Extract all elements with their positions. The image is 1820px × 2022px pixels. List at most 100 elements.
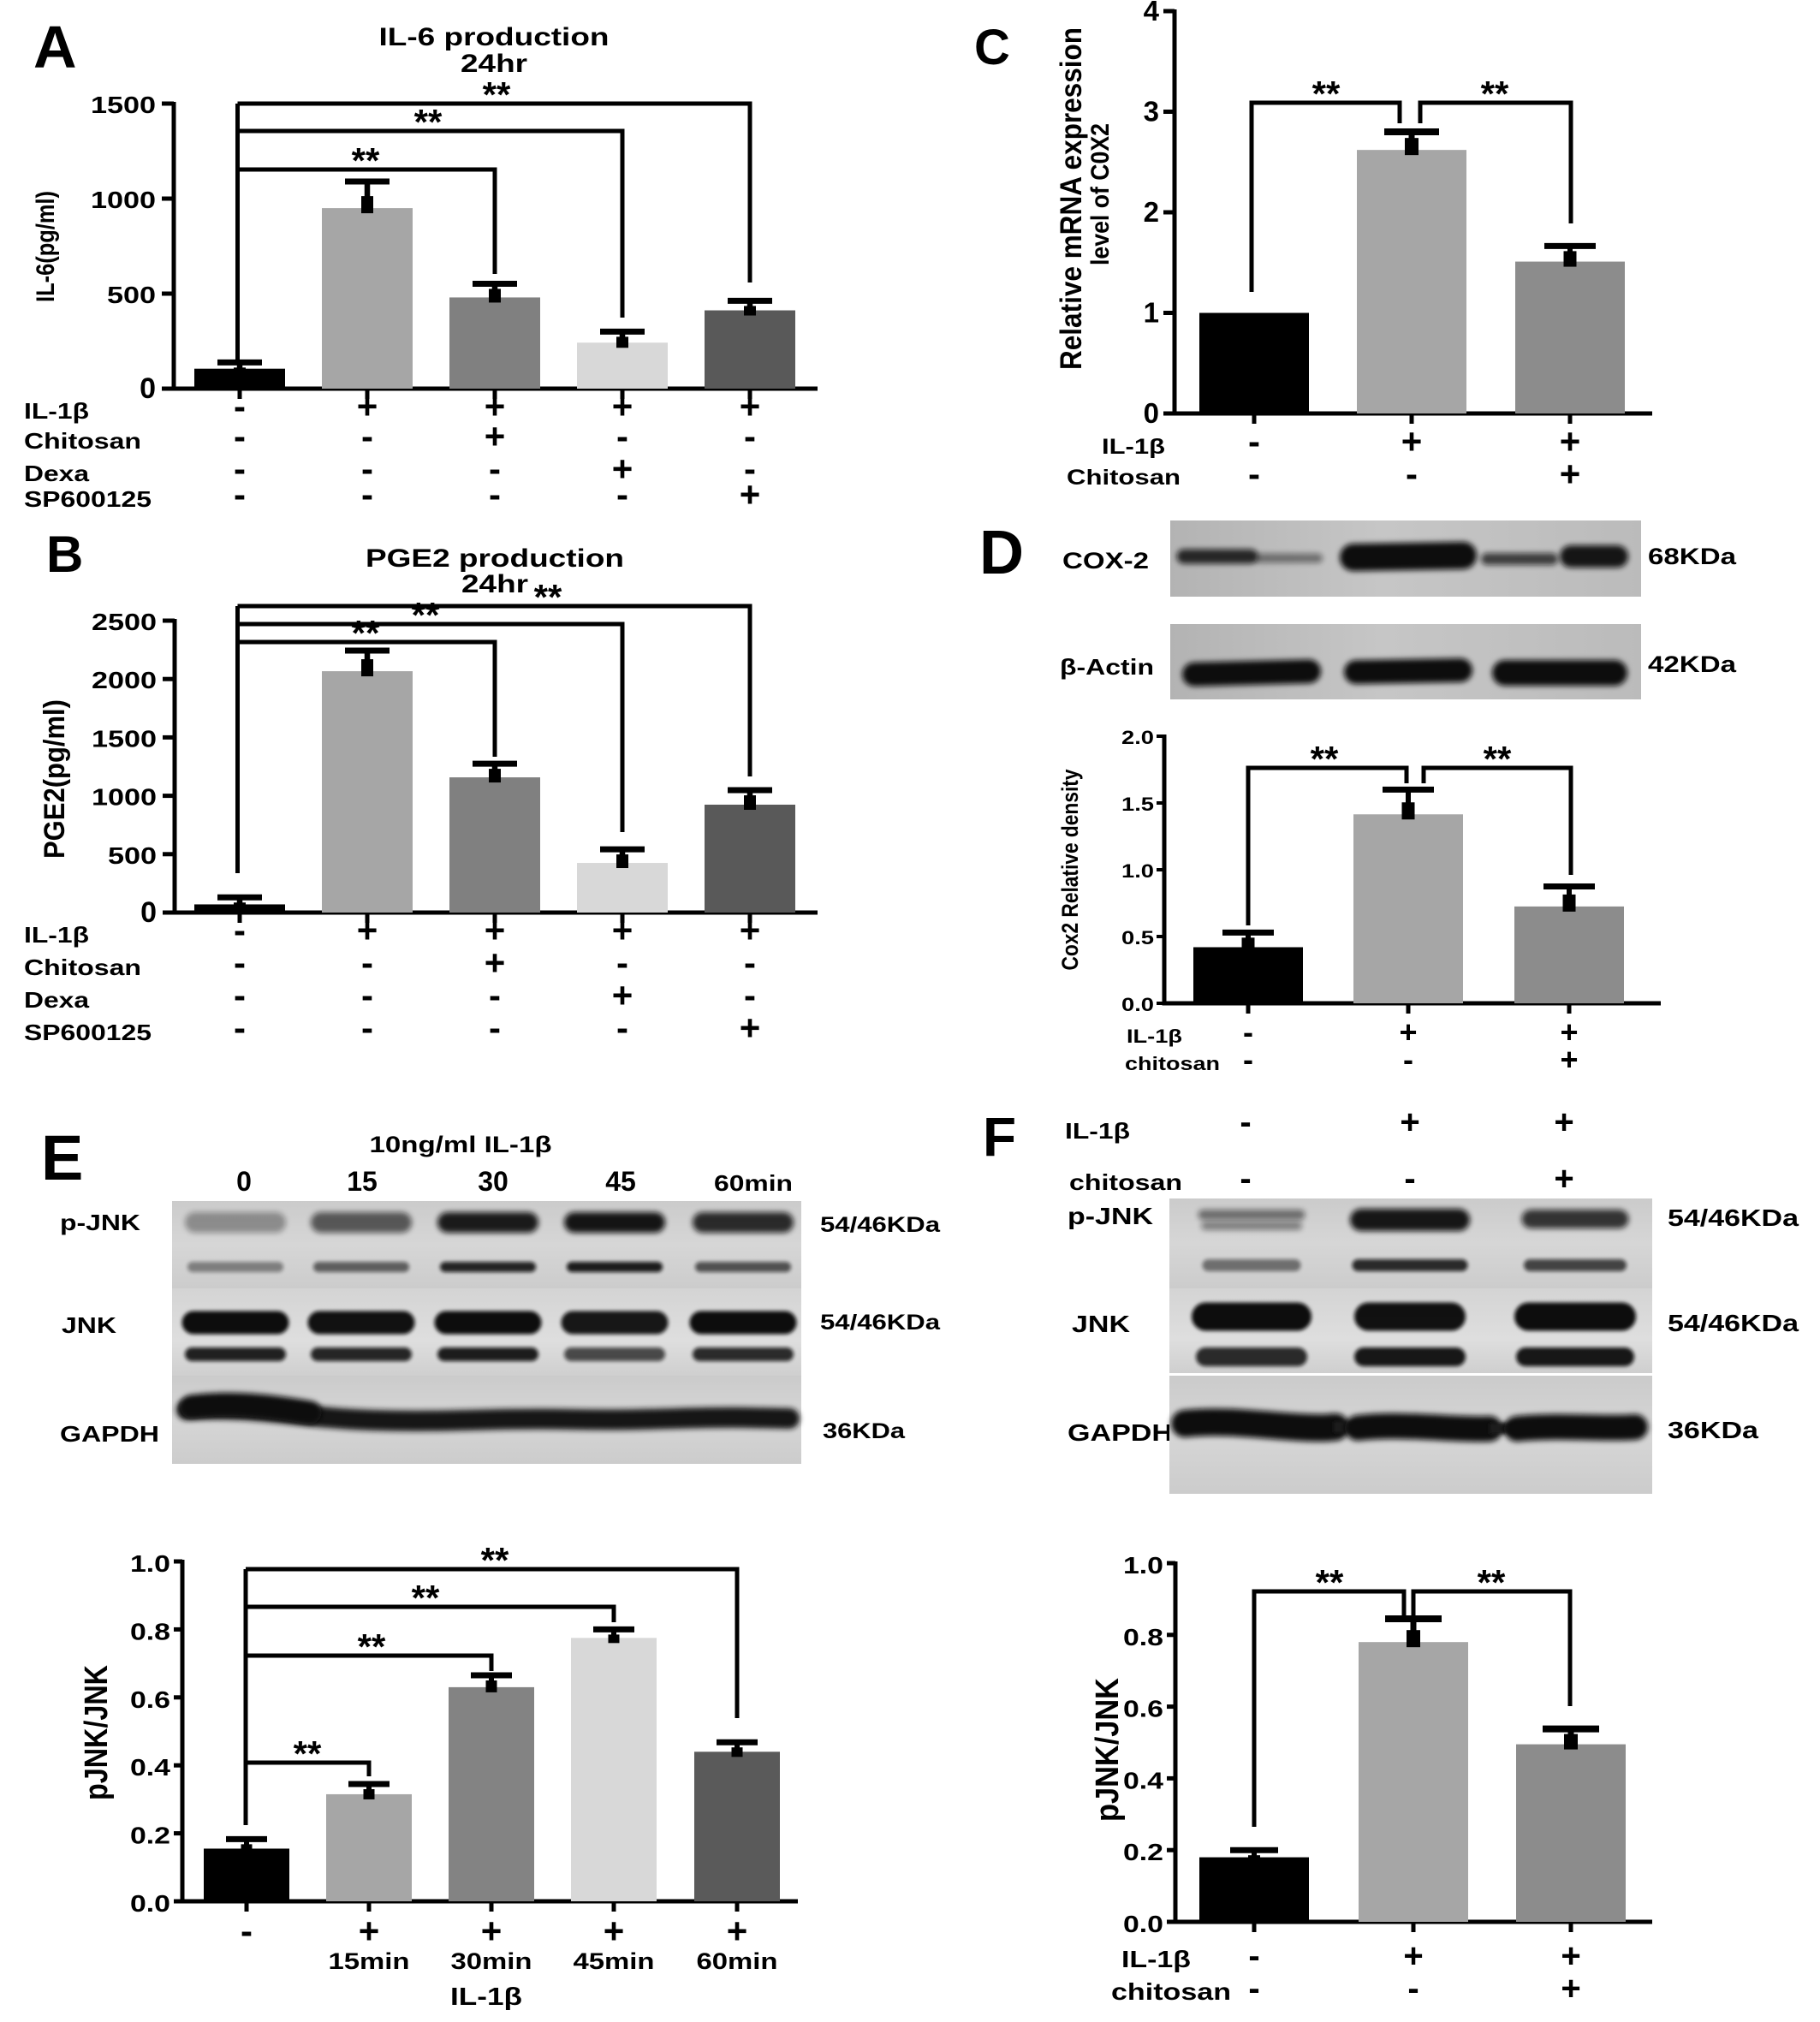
svg-text:chitosan: chitosan <box>1111 1978 1231 2005</box>
svg-text:54/46KDa: 54/46KDa <box>820 1311 941 1335</box>
svg-text:15min: 15min <box>329 1948 410 1974</box>
svg-text:-: - <box>744 943 756 983</box>
svg-text:0.0: 0.0 <box>1121 994 1154 1015</box>
svg-text:SP600125: SP600125 <box>24 486 152 512</box>
svg-text:0.6: 0.6 <box>130 1686 170 1713</box>
svg-text:-: - <box>489 975 501 1015</box>
svg-text:PGE2 production: PGE2 production <box>366 544 624 573</box>
svg-text:1.5: 1.5 <box>1121 794 1154 815</box>
svg-text:-: - <box>234 1008 246 1048</box>
svg-text:Chitosan: Chitosan <box>1067 466 1181 490</box>
svg-text:-: - <box>234 910 246 950</box>
svg-text:-: - <box>361 1008 373 1048</box>
svg-text:1000: 1000 <box>91 187 156 213</box>
svg-text:45min: 45min <box>574 1948 655 1974</box>
svg-text:+: + <box>359 1911 380 1951</box>
svg-text:-: - <box>616 416 628 456</box>
svg-text:-: - <box>1243 1042 1253 1077</box>
svg-text:β-Actin: β-Actin <box>1060 654 1154 680</box>
svg-text:2500: 2500 <box>92 609 157 635</box>
svg-text:Chitosan: Chitosan <box>24 428 141 454</box>
svg-text:GAPDH: GAPDH <box>1068 1419 1173 1446</box>
svg-text:+: + <box>612 910 633 950</box>
svg-text:0.5: 0.5 <box>1121 927 1154 949</box>
svg-text:IL-6(pg/ml): IL-6(pg/ml) <box>32 191 60 302</box>
svg-text:Chitosan: Chitosan <box>24 955 141 980</box>
svg-text:4: 4 <box>1144 0 1160 27</box>
svg-text:-: - <box>361 943 373 983</box>
svg-text:**: ** <box>412 595 440 635</box>
svg-text:**: ** <box>358 1627 386 1667</box>
svg-text:**: ** <box>534 577 562 617</box>
svg-text:**: ** <box>414 102 443 142</box>
svg-text:500: 500 <box>107 282 156 308</box>
svg-text:-: - <box>1248 1937 1259 1975</box>
svg-text:-: - <box>1406 454 1418 494</box>
svg-text:68KDa: 68KDa <box>1648 544 1737 569</box>
svg-text:F: F <box>983 1106 1016 1168</box>
svg-text:3: 3 <box>1144 96 1159 128</box>
svg-text:1.0: 1.0 <box>1121 860 1154 882</box>
svg-text:-: - <box>234 474 246 514</box>
svg-text:+: + <box>481 1911 503 1951</box>
svg-text:E: E <box>41 1122 83 1193</box>
svg-text:-: - <box>489 1008 501 1048</box>
svg-text:-: - <box>234 416 246 456</box>
svg-text:+: + <box>485 910 506 950</box>
svg-text:-: - <box>1407 1970 1419 2007</box>
svg-text:0.0: 0.0 <box>130 1890 170 1917</box>
svg-text:-: - <box>616 943 628 983</box>
svg-text:-: - <box>241 1911 253 1951</box>
svg-text:30: 30 <box>478 1166 509 1197</box>
svg-text:60min: 60min <box>714 1170 793 1196</box>
svg-text:**: ** <box>412 1578 440 1618</box>
svg-text:36KDa: 36KDa <box>823 1419 906 1443</box>
svg-text:+: + <box>612 449 633 489</box>
svg-text:1500: 1500 <box>91 92 156 118</box>
svg-text:42KDa: 42KDa <box>1648 651 1737 677</box>
svg-text:+: + <box>740 1008 761 1048</box>
svg-text:-: - <box>361 975 373 1015</box>
svg-text:54/46KDa: 54/46KDa <box>1668 1310 1799 1336</box>
svg-text:2000: 2000 <box>92 667 157 693</box>
svg-text:+: + <box>740 386 761 426</box>
svg-text:-: - <box>1240 1103 1251 1141</box>
svg-text:-: - <box>489 449 501 489</box>
svg-text:level of C0X2: level of C0X2 <box>1086 123 1115 265</box>
svg-text:0.0: 0.0 <box>1123 1911 1163 1937</box>
svg-text:pJNK/JNK: pJNK/JNK <box>79 1665 115 1800</box>
svg-text:GAPDH: GAPDH <box>60 1421 159 1447</box>
svg-text:+: + <box>357 910 378 950</box>
svg-text:2.0: 2.0 <box>1121 727 1154 748</box>
svg-text:+: + <box>485 943 506 983</box>
svg-text:-: - <box>744 449 756 489</box>
svg-text:+: + <box>1554 1160 1573 1198</box>
svg-text:60min: 60min <box>697 1948 778 1974</box>
svg-text:24hr: 24hr <box>461 570 528 598</box>
svg-text:0: 0 <box>140 372 156 405</box>
svg-text:-: - <box>234 943 246 983</box>
svg-text:-: - <box>616 1008 628 1048</box>
svg-text:IL-6 production: IL-6 production <box>379 23 610 51</box>
svg-text:0: 0 <box>140 896 157 929</box>
svg-text:0.8: 0.8 <box>130 1618 170 1644</box>
svg-text:**: ** <box>294 1734 322 1774</box>
svg-text:15: 15 <box>347 1166 378 1197</box>
svg-text:C: C <box>974 20 1010 75</box>
svg-text:0.2: 0.2 <box>1123 1839 1163 1865</box>
svg-text:45: 45 <box>605 1166 636 1197</box>
svg-text:500: 500 <box>108 842 157 869</box>
svg-text:-: - <box>361 449 373 489</box>
svg-text:+: + <box>1561 1937 1580 1975</box>
svg-text:+: + <box>485 386 506 426</box>
svg-text:-: - <box>1240 1160 1251 1198</box>
svg-text:0.6: 0.6 <box>1123 1696 1163 1722</box>
svg-text:0.4: 0.4 <box>130 1754 170 1781</box>
svg-text:IL-1β: IL-1β <box>1127 1026 1182 1047</box>
svg-text:COX-2: COX-2 <box>1062 548 1149 574</box>
svg-text:chitosan: chitosan <box>1125 1053 1220 1074</box>
svg-text:1500: 1500 <box>92 725 157 752</box>
svg-text:p-JNK: p-JNK <box>60 1210 140 1235</box>
svg-text:**: ** <box>1484 739 1512 779</box>
svg-text:+: + <box>1561 1970 1580 2007</box>
